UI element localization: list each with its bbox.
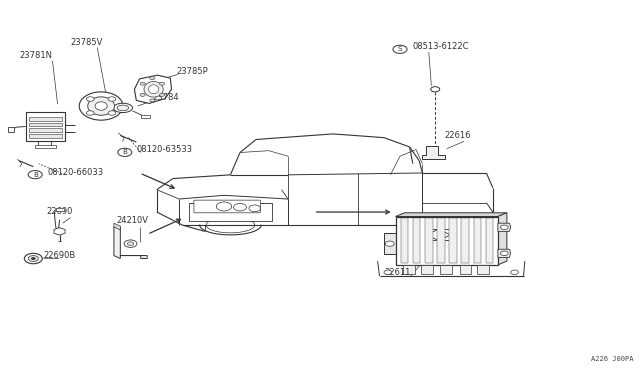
Ellipse shape [117,105,129,111]
Circle shape [393,45,407,54]
Circle shape [28,256,38,262]
Text: B: B [33,171,38,178]
Polygon shape [498,223,511,231]
Ellipse shape [148,85,159,94]
Circle shape [500,251,508,256]
Bar [56,208,64,211]
FancyBboxPatch shape [460,265,471,274]
Text: 23785P: 23785P [176,67,208,76]
Text: 22690B: 22690B [44,251,76,260]
FancyBboxPatch shape [194,200,260,213]
Circle shape [500,225,508,230]
Polygon shape [426,229,451,240]
Circle shape [31,257,35,260]
Text: 23784: 23784 [152,93,179,102]
Polygon shape [422,146,445,159]
Circle shape [140,82,145,85]
Text: 23785V: 23785V [70,38,103,46]
Circle shape [24,253,42,264]
Circle shape [216,202,232,211]
Circle shape [86,97,94,101]
Bar [29,117,62,121]
FancyBboxPatch shape [421,265,433,274]
Bar [425,218,433,263]
Bar [141,115,150,118]
FancyBboxPatch shape [440,265,452,274]
Circle shape [385,241,394,246]
Bar [29,134,62,138]
Polygon shape [498,249,511,257]
Circle shape [511,270,518,275]
Circle shape [150,99,155,102]
Circle shape [150,77,155,80]
Bar [486,218,493,263]
Polygon shape [498,213,507,265]
Circle shape [124,240,137,247]
Circle shape [431,87,440,92]
Circle shape [108,111,116,115]
Text: 22616: 22616 [445,131,471,140]
Circle shape [118,148,132,157]
FancyBboxPatch shape [26,112,65,141]
Bar [35,145,56,148]
Bar [401,218,408,263]
FancyBboxPatch shape [189,203,272,221]
Polygon shape [134,75,172,103]
Text: 08513-6122C: 08513-6122C [412,42,468,51]
Circle shape [249,205,260,212]
Ellipse shape [88,97,115,115]
Bar [437,218,445,263]
FancyBboxPatch shape [477,265,489,274]
Bar [461,218,469,263]
Text: 22611: 22611 [384,268,410,277]
Ellipse shape [79,92,123,120]
Ellipse shape [144,81,163,97]
Circle shape [127,242,134,246]
Bar [474,218,481,263]
Circle shape [159,82,164,85]
Text: 24210V: 24210V [116,216,148,225]
Circle shape [108,97,116,101]
Text: 08120-66033: 08120-66033 [47,168,104,177]
Ellipse shape [95,102,108,110]
FancyBboxPatch shape [403,265,415,274]
Bar [396,217,498,265]
Text: 23781N: 23781N [19,51,52,60]
Circle shape [159,93,164,96]
Text: 08120-63533: 08120-63533 [137,145,193,154]
Ellipse shape [113,103,132,112]
Text: 22690: 22690 [46,207,72,216]
Circle shape [234,203,246,211]
Bar [29,128,62,132]
Circle shape [28,171,42,179]
Polygon shape [114,227,147,259]
Text: B: B [122,149,127,155]
Circle shape [86,111,94,115]
FancyBboxPatch shape [384,233,396,254]
Text: S: S [397,46,403,52]
Polygon shape [114,223,120,230]
Bar [8,127,14,132]
Polygon shape [396,213,507,217]
Text: A226 J00PA: A226 J00PA [591,356,634,362]
Circle shape [384,270,392,275]
Circle shape [140,93,145,96]
Bar [413,218,420,263]
Bar [449,218,457,263]
FancyBboxPatch shape [426,229,451,240]
Bar [29,123,62,126]
